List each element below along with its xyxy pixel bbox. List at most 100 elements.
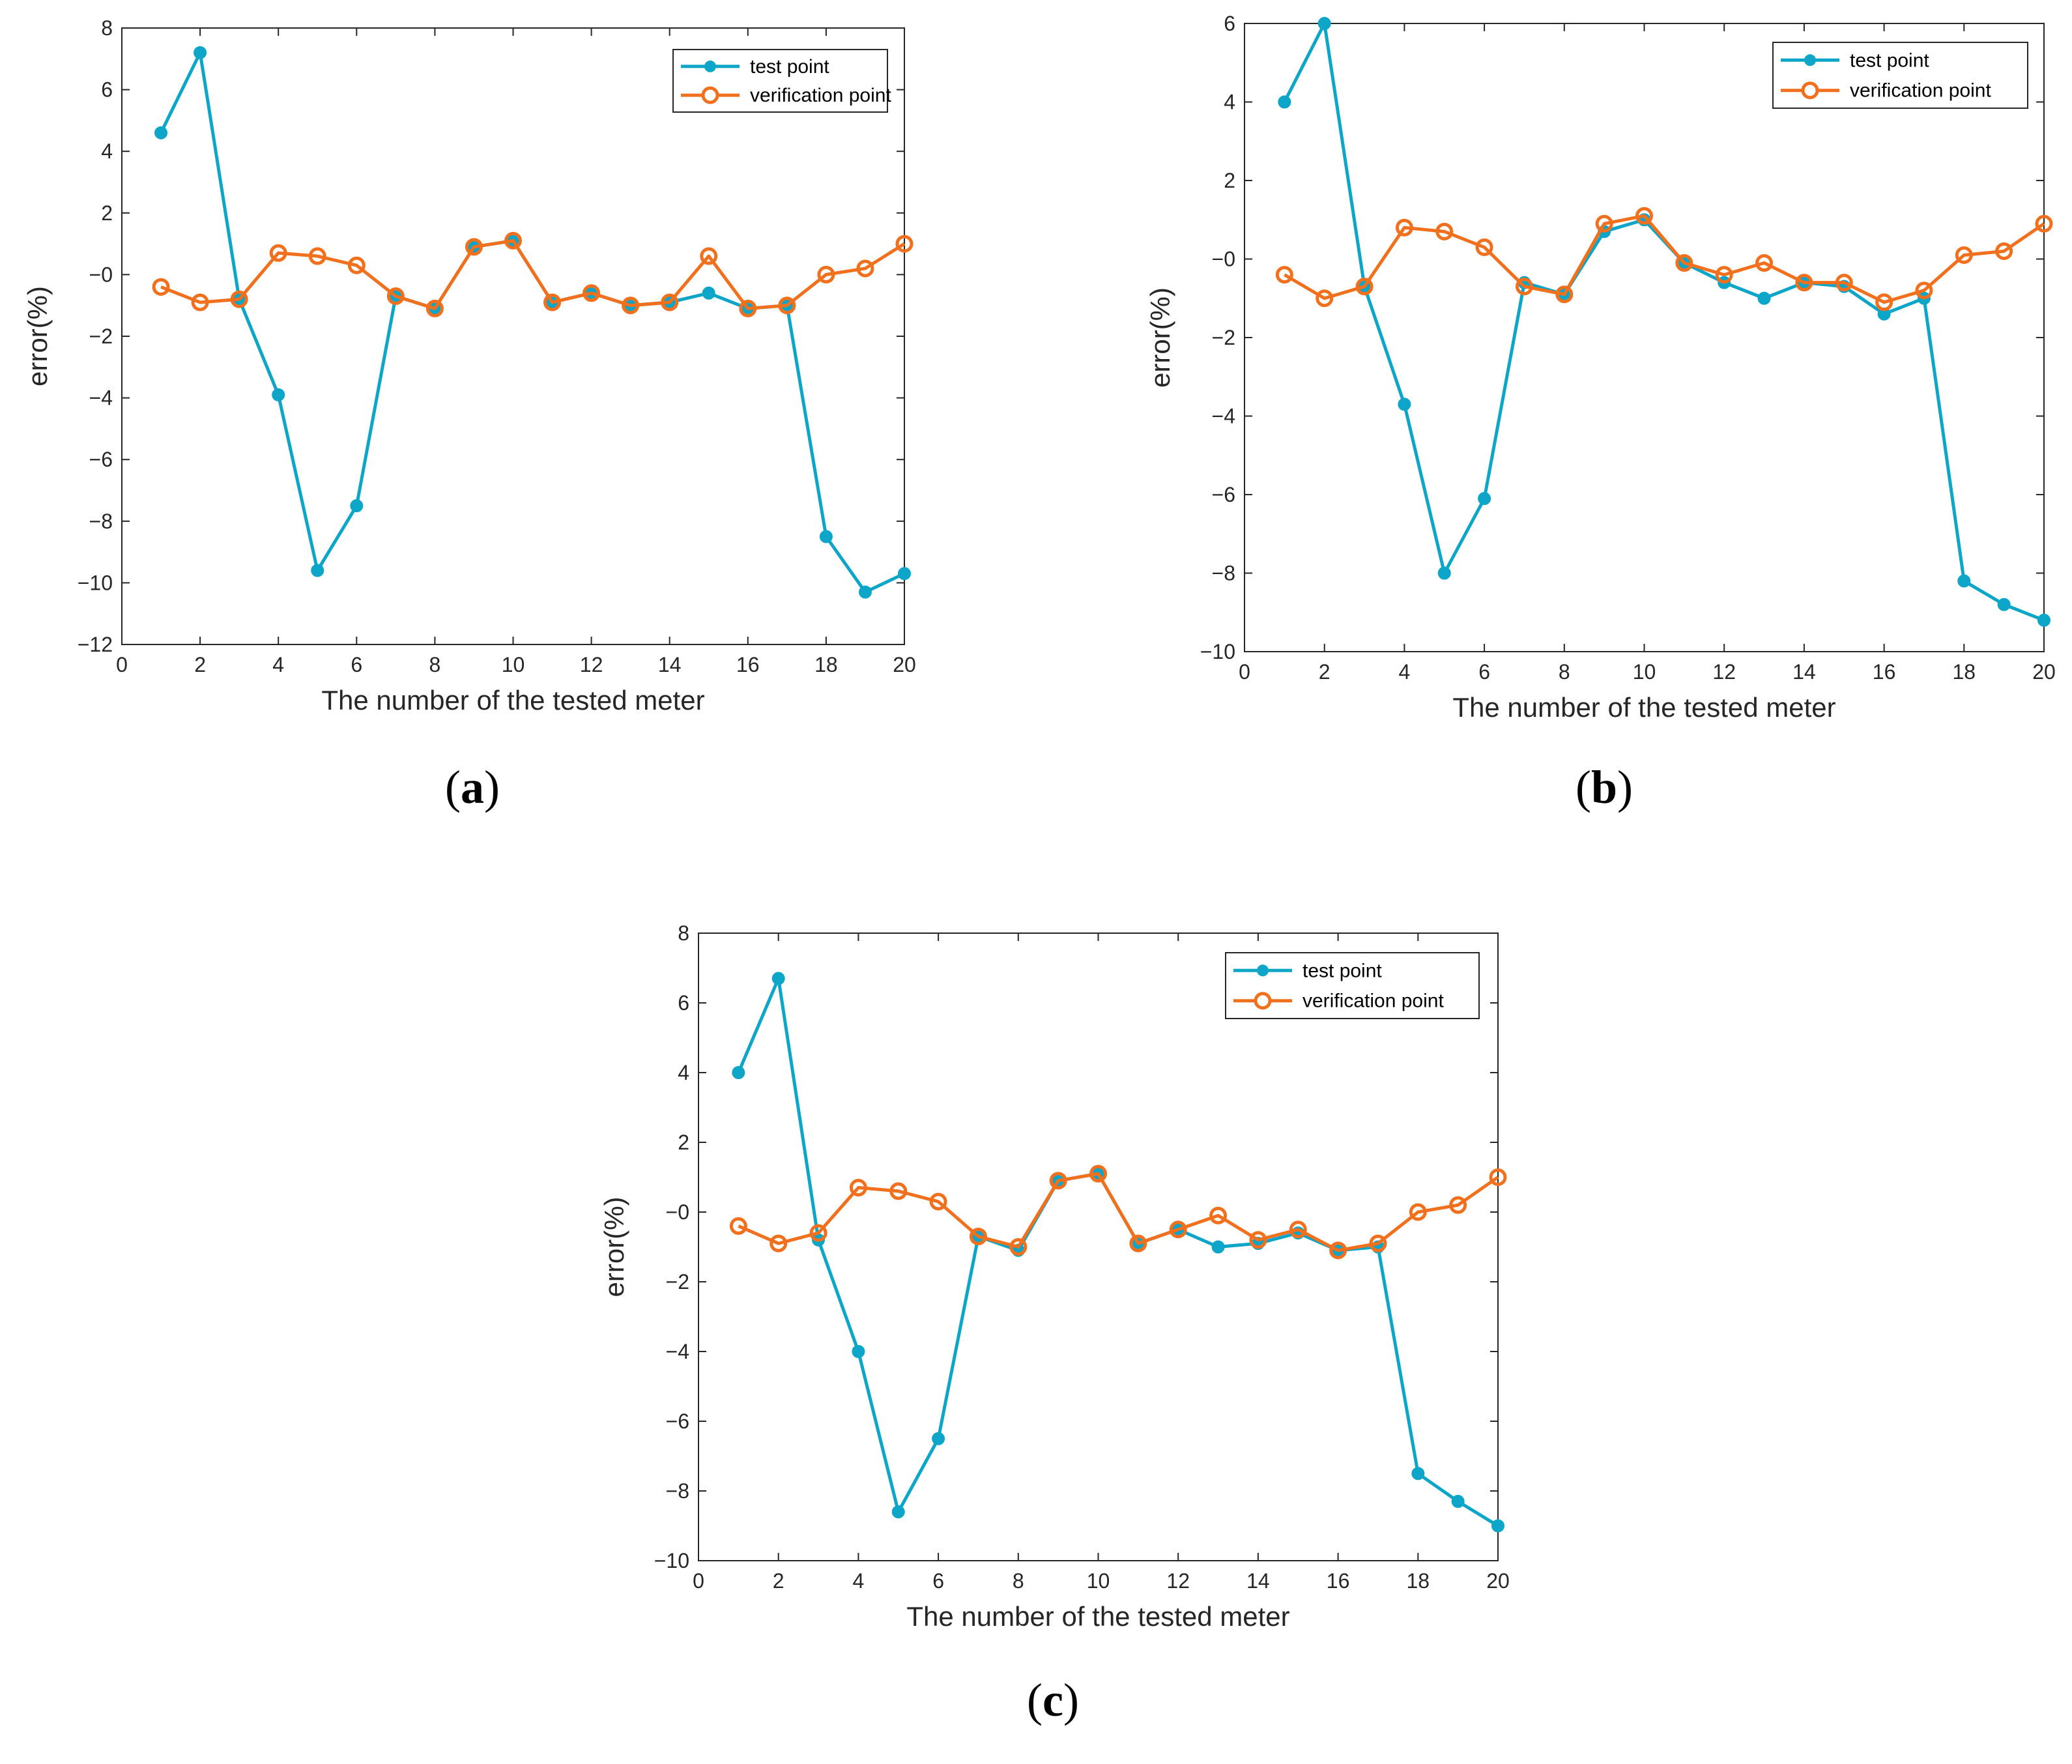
test-point-marker [1478,492,1491,506]
verification-point-marker [1289,1221,1307,1239]
x-tick-label: 0 [693,1569,704,1593]
test-point-marker [311,564,324,577]
y-axis-title: error(%) [1145,287,1175,388]
test-point-marker [771,972,785,985]
test-point-marker [154,126,168,139]
x-tick-label: 14 [658,653,682,676]
plot-area [121,27,905,645]
x-tick-label: 10 [502,653,525,676]
x-tick-label: 12 [1166,1569,1190,1593]
test-point-marker [1211,1240,1225,1254]
y-tick-label: −6 [1212,483,1235,506]
x-tick-label: 20 [893,653,916,676]
verification-point-marker [622,296,640,315]
legend-label: verification point [1850,80,1991,102]
x-tick-label: 2 [1319,660,1331,684]
test-point-marker [1757,291,1771,305]
panel-label: (c) [1027,1674,1079,1726]
x-tick-label: 20 [1486,1569,1510,1593]
verification-point-marker [809,1224,827,1242]
x-tick-label: 20 [2032,660,2056,684]
panel-label-close: ) [1617,761,1633,813]
y-tick-label: −12 [78,633,113,656]
test-point-marker [1451,1495,1465,1509]
test-point-marker [350,499,364,513]
verification-point-marker [889,1182,908,1200]
verification-point-marker [465,238,483,256]
legend-label: test point [750,56,829,78]
panel-label-letter: b [1591,761,1617,813]
x-tick-label: 16 [736,653,760,676]
verification-point-marker [191,293,209,311]
verification-point-marker [425,299,444,317]
verification-point-marker [1355,278,1374,296]
legend-marker-test-point [704,60,716,72]
panel-label-open: ( [1576,761,1591,813]
y-tick-label: 8 [678,921,689,945]
x-tick-label: 6 [932,1569,944,1593]
verification-point-marker [152,278,170,296]
verification-point-marker [700,247,718,265]
y-tick-label: −4 [666,1340,689,1363]
verification-point-marker [739,299,757,317]
verification-point-marker [1009,1238,1028,1256]
test-point-marker [1278,95,1291,109]
verification-point-marker [1435,222,1454,240]
verification-point-marker [1995,242,2013,260]
verification-point-marker [1169,1221,1187,1239]
x-tick-label: 14 [1246,1569,1270,1593]
test-point-marker [852,1345,865,1358]
x-tick-label: 8 [1013,1569,1024,1593]
x-tick-label: 10 [1633,660,1656,684]
verification-point-marker [347,256,366,274]
test-point-marker [819,530,833,543]
x-tick-label: 12 [580,653,603,676]
panel-label-close: ) [484,761,500,813]
panel-b: 0 2 4 6 8 10 12 14 16 18 20 −10 −8 −6 −4 −2 −0 2 4 6 The num… [1145,12,2056,813]
x-tick-label: 10 [1087,1569,1110,1593]
test-point-marker [898,567,911,581]
y-axis-title: error(%) [22,286,53,386]
verification-point-marker [269,244,287,262]
y-tick-label: −8 [1212,562,1235,585]
legend-marker-test-point [1804,54,1816,66]
test-point-marker [1957,574,1971,588]
test-point-marker [858,585,872,599]
x-tick-label: 0 [116,653,128,676]
verification-point-marker [929,1193,947,1211]
legend-marker-verification-point [701,86,719,104]
panel-label: (b) [1576,761,1633,813]
x-tick-label: 8 [429,653,441,676]
y-tick-label: −8 [89,510,113,533]
x-axis-title: The number of the tested meter [1452,692,1835,723]
verification-point-marker [1955,246,1973,264]
verification-point-marker [1475,238,1493,256]
x-tick-label: 2 [194,653,206,676]
plot-area [1244,23,2045,652]
test-point-marker [1398,398,1411,411]
y-tick-label: −2 [89,325,113,348]
y-tick-label: 8 [101,16,113,40]
legend-marker-verification-point [1801,81,1819,100]
verification-point-marker [1249,1231,1267,1249]
verification-point-marker [308,247,326,265]
verification-point-marker [1915,282,1933,300]
x-tick-label: 18 [814,653,838,676]
verification-point-marker [504,231,522,250]
verification-point-marker [1795,274,1813,292]
verification-point-marker [1489,1168,1507,1186]
y-tick-label: −10 [78,571,113,594]
y-tick-label: 6 [101,78,113,102]
verification-point-marker [543,293,562,311]
y-tick-label: 4 [101,139,113,163]
y-tick-label: −0 [89,263,113,286]
test-point-marker [1411,1467,1425,1481]
y-axis-title: error(%) [599,1197,629,1297]
x-tick-label: 14 [1792,660,1816,684]
verification-point-marker [729,1217,747,1235]
legend-label: verification point [1302,990,1444,1012]
x-tick-label: 18 [1953,660,1976,684]
test-point-marker [272,388,285,401]
legend-label: test point [1850,50,1929,71]
